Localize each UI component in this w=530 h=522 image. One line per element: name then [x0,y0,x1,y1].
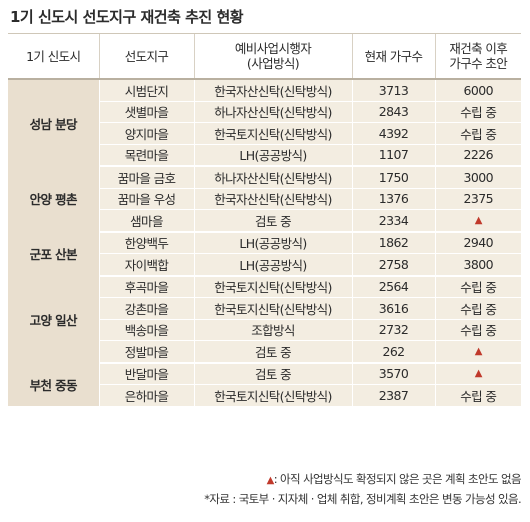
current-cell: 2732 [351,319,435,341]
current-cell: 2843 [351,101,435,123]
after-cell: 2940 [434,231,521,254]
operator-cell: 한국토지신탁(신탁방식) [193,297,352,320]
current-cell: 2334 [351,209,435,233]
district-cell: 반달마을 [98,362,194,385]
region-name: 군포 산본 [8,231,100,276]
current-cell: 2758 [351,253,435,277]
after-cell: 2226 [434,144,521,167]
district-cell: 은하마을 [98,384,194,407]
after-cell: 3800 [434,253,521,277]
table-row: 샘마을 검토 중 2334 ▲ [8,209,521,233]
current-cell: 3570 [351,362,435,385]
district-cell: 정발마을 [98,340,194,364]
operator-cell: 한국토지신탁(신탁방식) [193,275,352,298]
region-name: 안양 평촌 [8,166,100,232]
after-cell: 6000 [434,79,521,102]
current-cell: 2387 [351,384,435,407]
table-row: 정발마을 검토 중 262 ▲ [8,340,521,364]
legend-note: ▲: 아직 사업방식도 확정되지 않은 곳은 계획 초안도 없음 [266,471,522,487]
table-row: 안양 평촌 꿈마을 금호 하나자산신탁(신탁방식) 1750 3000 [8,166,521,232]
legend-text: : 아직 사업방식도 확정되지 않은 곳은 계획 초안도 없음 [273,472,522,486]
header-after-line1: 재건축 이후 [449,41,508,56]
operator-cell: 한국자산신탁(신탁방식) [193,188,352,210]
current-cell: 1376 [351,188,435,210]
after-cell: 수립 중 [434,319,521,341]
district-cell: 꿈마을 우성 [98,188,194,210]
table-row: 샛별마을 하나자산신탁(신탁방식) 2843 수립 중 [8,101,521,123]
district-cell: 자이백합 [98,253,194,277]
after-cell: 3000 [434,166,521,189]
district-cell: 강촌마을 [98,297,194,320]
table-row: 은하마을 한국토지신탁(신탁방식) 2387 수립 중 [8,384,521,407]
region-name: 성남 분당 [8,79,100,166]
table-row: 백송마을 조합방식 2732 수립 중 [8,319,521,341]
header-current: 현재 가구수 [351,33,435,80]
after-cell: 수립 중 [434,384,521,407]
operator-cell: 조합방식 [193,319,352,341]
table-row: 양지마을 한국토지신탁(신탁방식) 4392 수립 중 [8,122,521,145]
current-cell: 1750 [351,166,435,189]
after-cell: 수립 중 [434,101,521,123]
district-cell: 샘마을 [98,209,194,233]
district-cell: 시범단지 [98,79,194,102]
current-cell: 2564 [351,275,435,298]
redevelopment-table: 1기 신도시 선도지구 예비사업시행자 (사업방식) 현재 가구수 재건축 이후… [8,33,521,407]
table-row: 강촌마을 한국토지신탁(신탁방식) 3616 수립 중 [8,297,521,320]
district-cell: 양지마을 [98,122,194,145]
region-name: 부천 중동 [8,362,100,406]
operator-cell: LH(공공방식) [193,144,352,167]
operator-cell: 한국자산신탁(신탁방식) [193,79,352,102]
header-after-line2: 가구수 초안 [449,56,508,71]
operator-cell: 한국토지신탁(신탁방식) [193,122,352,145]
operator-cell: LH(공공방식) [193,253,352,277]
current-cell: 3616 [351,297,435,320]
table-row: 군포 산본 한양백두 LH(공공방식) 1862 2940 [8,231,521,276]
table-row: 자이백합 LH(공공방식) 2758 3800 [8,253,521,277]
table-row: 고양 일산 후곡마을 한국토지신탁(신탁방식) 2564 수립 중 [8,275,521,363]
district-cell: 목련마을 [98,144,194,167]
triangle-marker: ▲ [434,362,521,385]
header-operator-line2: (사업방식) [246,56,300,71]
triangle-marker: ▲ [434,209,521,233]
header-district: 선도지구 [98,33,194,80]
current-cell: 262 [351,340,435,364]
district-cell: 꿈마을 금호 [98,166,194,189]
operator-cell: 하나자산신탁(신탁방식) [193,166,352,189]
operator-cell: 하나자산신탁(신탁방식) [193,101,352,123]
operator-cell: LH(공공방식) [193,231,352,254]
operator-cell: 한국토지신탁(신탁방식) [193,384,352,407]
operator-cell: 검토 중 [193,209,352,233]
page-title: 1기 신도시 선도지구 재건축 추진 현황 [10,8,244,26]
region-name: 고양 일산 [8,275,100,363]
triangle-icon: ▲ [266,475,275,486]
source-note: *자료 : 국토부 · 지자체 · 업체 취합, 정비계획 초안은 변동 가능성… [204,492,521,506]
after-cell: 수립 중 [434,275,521,298]
header-after: 재건축 이후 가구수 초안 [434,33,521,80]
district-cell: 샛별마을 [98,101,194,123]
header-city: 1기 신도시 [8,33,99,80]
table-row: 성남 분당 시범단지 한국자산신탁(신탁방식) 3713 6000 [8,79,521,166]
district-cell: 한양백두 [98,231,194,254]
district-cell: 백송마을 [98,319,194,341]
after-cell: 수립 중 [434,122,521,145]
table-row: 목련마을 LH(공공방식) 1107 2226 [8,144,521,167]
current-cell: 4392 [351,122,435,145]
operator-cell: 검토 중 [193,362,352,385]
district-cell: 후곡마을 [98,275,194,298]
triangle-marker: ▲ [434,340,521,364]
table-row: 부천 중동 반달마을 검토 중 3570 ▲ [8,362,521,406]
current-cell: 3713 [351,79,435,102]
current-cell: 1862 [351,231,435,254]
header-operator: 예비사업시행자 (사업방식) [193,33,352,80]
table-body: 성남 분당 시범단지 한국자산신탁(신탁방식) 3713 6000 샛별마을 하… [8,79,521,407]
header-operator-line1: 예비사업시행자 [234,41,312,56]
operator-cell: 검토 중 [193,340,352,364]
table-row: 꿈마을 우성 한국자산신탁(신탁방식) 1376 2375 [8,188,521,210]
after-cell: 2375 [434,188,521,210]
after-cell: 수립 중 [434,297,521,320]
table-header-row: 1기 신도시 선도지구 예비사업시행자 (사업방식) 현재 가구수 재건축 이후… [8,33,521,80]
current-cell: 1107 [351,144,435,167]
